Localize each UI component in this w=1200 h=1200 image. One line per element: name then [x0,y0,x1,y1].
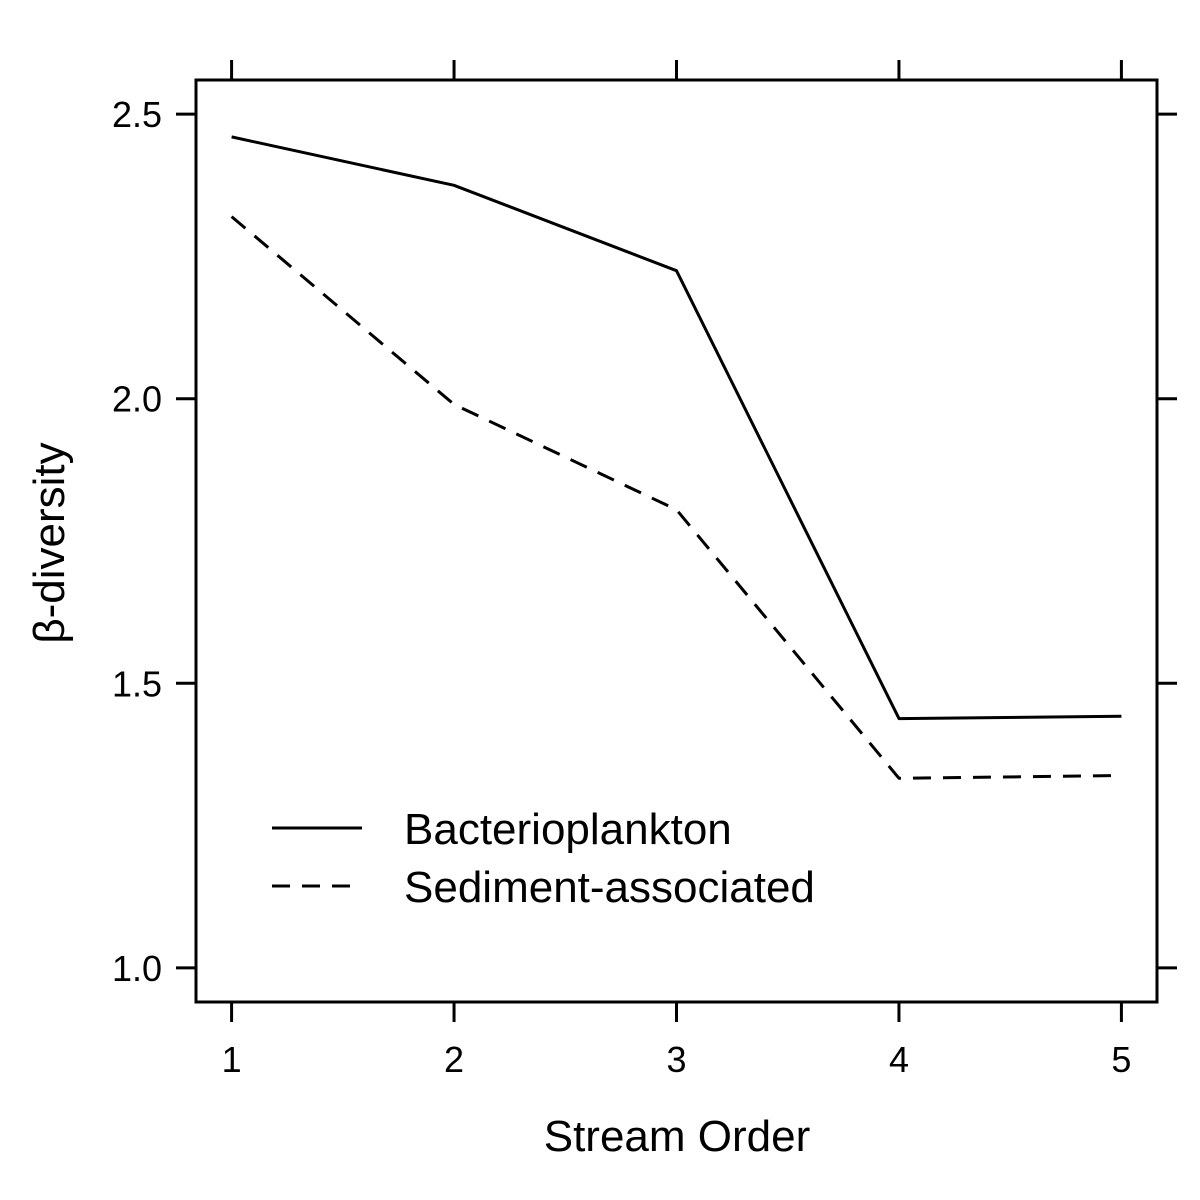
legend-label-bacterioplankton: Bacterioplankton [404,805,732,854]
legend: Bacterioplankton Sediment-associated [272,805,815,912]
y-tick-label: 2.0 [112,379,162,420]
y-tick-label: 1.5 [112,663,162,704]
series-layer [230,135,1122,780]
x-tick-label: 3 [666,1039,686,1080]
y-axis-label: β-diversity [25,442,74,643]
x-axis-label: Stream Order [544,1112,811,1161]
series-line-bacterioplankton [231,135,1122,721]
x-tick-label: 2 [444,1039,464,1080]
y-tick-label: 1.0 [112,948,162,989]
series-line-sediment-associated [230,215,1122,780]
plot-frame [194,78,1159,1004]
legend-label-sediment-associated: Sediment-associated [404,863,815,912]
y-tick-label: 2.5 [112,94,162,135]
x-tick-label: 1 [222,1039,242,1080]
x-tick-label: 4 [889,1039,909,1080]
x-tick-label: 5 [1111,1039,1131,1080]
ticks-layer: 1 2 3 4 5 1.0 1.5 2.0 2.5 [112,60,1177,1080]
